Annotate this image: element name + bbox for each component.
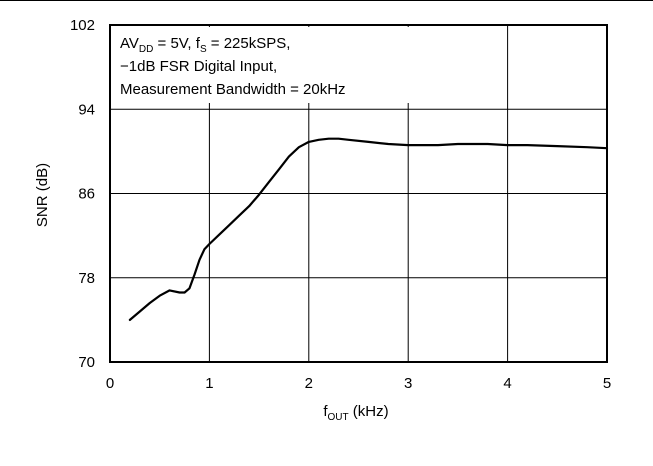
x-tick-labels: 0 1 2 3 4 5 <box>106 375 611 392</box>
annotation-line-2: −1dB FSR Digital Input, <box>120 58 277 75</box>
x-tick-label: 0 <box>106 375 114 392</box>
y-tick-label: 86 <box>78 186 95 203</box>
y-axis-label: SNR (dB) <box>34 163 51 227</box>
x-axis-label: fOUT (kHz) <box>323 403 388 423</box>
y-tick-label: 102 <box>70 17 95 34</box>
x-tick-label: 4 <box>503 375 511 392</box>
annotation-line-1: AVDD = 5V, fS = 225kSPS, <box>120 35 290 55</box>
x-tick-label: 5 <box>603 375 611 392</box>
y-tick-labels: 70 78 86 94 102 <box>70 17 95 371</box>
y-tick-label: 94 <box>78 101 95 118</box>
snr-series-line <box>128 137 609 321</box>
y-tick-label: 78 <box>78 270 95 287</box>
annotation-line-3: Measurement Bandwidth = 20kHz <box>120 81 346 98</box>
x-tick-label: 3 <box>404 375 412 392</box>
x-tick-label: 1 <box>205 375 213 392</box>
x-tick-label: 2 <box>305 375 313 392</box>
y-tick-label: 70 <box>78 354 95 371</box>
top-rule <box>0 0 653 1</box>
series-layer <box>128 137 609 321</box>
annotation-box <box>112 27 412 103</box>
plot-frame <box>109 24 608 363</box>
